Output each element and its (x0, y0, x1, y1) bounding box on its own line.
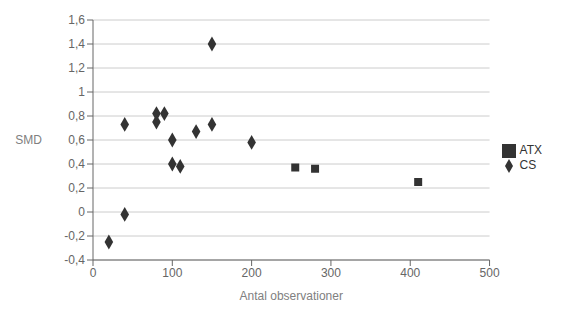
svg-text:-0,2: -0,2 (64, 229, 85, 243)
html-text:CS: CS (519, 158, 537, 172)
svg-text:0: 0 (90, 266, 97, 280)
svg-text:500: 500 (480, 266, 500, 280)
svg-text:100: 100 (162, 266, 182, 280)
svg-text:-0,4: -0,4 (64, 253, 85, 267)
svg-text:0,2: 0,2 (68, 181, 85, 195)
svg-text:0,4: 0,4 (68, 157, 85, 171)
html-text:ATX: ATX (519, 143, 542, 158)
svg-text:400: 400 (400, 266, 420, 280)
svg-text:Antal observationer: Antal observationer (240, 289, 343, 303)
svg-text:0: 0 (78, 205, 85, 219)
svg-text:1,6: 1,6 (68, 13, 85, 27)
svg-text:300: 300 (321, 266, 341, 280)
svg-text:1: 1 (78, 85, 85, 99)
svg-text:1,4: 1,4 (68, 37, 85, 51)
svg-text:1,2: 1,2 (68, 61, 85, 75)
svg-text:0,6: 0,6 (68, 133, 85, 147)
svg-text:200: 200 (242, 266, 262, 280)
svg-text:0,8: 0,8 (68, 109, 85, 123)
svg-text:SMD: SMD (15, 133, 42, 147)
